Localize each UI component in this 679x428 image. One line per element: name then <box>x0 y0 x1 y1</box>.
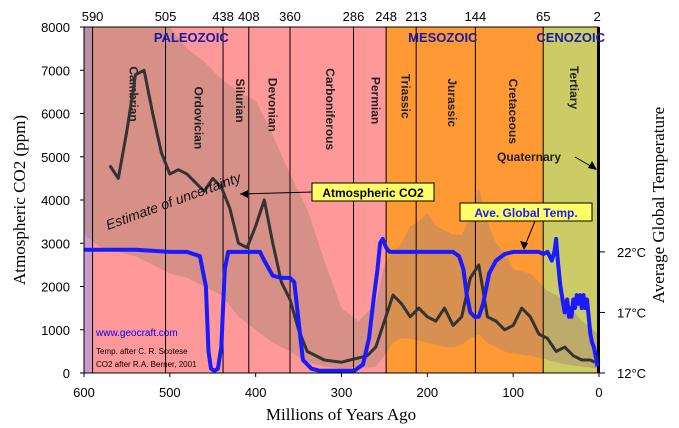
era-labels: PALEOZOIC MESOZOIC CENOZOIC <box>154 30 606 45</box>
x-tick-label-500: 500 <box>159 385 181 400</box>
y2-axis-label: Average Global Temperature <box>649 107 668 303</box>
x-tick-label-400: 400 <box>245 385 267 400</box>
period-label-ordovician: Ordovician <box>192 86 206 149</box>
y-tick-label-8000: 8000 <box>41 20 70 35</box>
credit-temp: Temp. after C. R. Scotese <box>96 347 188 356</box>
co2-callout-arrow <box>239 191 313 195</box>
temp-tick-label-0: 22°C <box>617 245 646 260</box>
temp-callout-box <box>459 202 593 222</box>
site-label: www.geocraft.com <box>95 328 178 339</box>
boundary-label-408: 408 <box>238 9 260 24</box>
boundary-label-65: 65 <box>536 9 550 24</box>
x-tick-label-100: 100 <box>502 385 524 400</box>
boundary-label-286: 286 <box>343 9 365 24</box>
co2-callout-label: Atmospheric CO2 <box>322 186 424 200</box>
y-tick-label-4000: 4000 <box>41 193 70 208</box>
boundary-label-590: 590 <box>82 9 104 24</box>
bg-precambrian <box>84 27 93 373</box>
period-label-devonian: Devonian <box>266 78 280 132</box>
boundary-label-360: 360 <box>279 9 301 24</box>
temp-line <box>84 236 600 373</box>
quaternary-label: Quaternary <box>497 150 561 164</box>
period-label-tertiary: Tertiary <box>567 66 581 109</box>
quaternary-arrowhead <box>588 161 597 170</box>
period-label-cretaceous: Cretaceous <box>506 79 520 145</box>
x-tick-label-600: 600 <box>73 385 95 400</box>
era-label-cenozoic: CENOZOIC <box>536 30 605 45</box>
period-label-triassic: Triassic <box>399 74 413 119</box>
boundary-label-438: 438 <box>212 9 234 24</box>
era-label-paleozoic: PALEOZOIC <box>154 30 229 45</box>
y-tick-label-5000: 5000 <box>41 150 70 165</box>
x-axis-label: Millions of Years Ago <box>266 405 416 424</box>
x-tick-label-200: 200 <box>416 385 438 400</box>
y-tick-label-0: 0 <box>63 366 70 381</box>
y-tick-label-7000: 7000 <box>41 63 70 78</box>
boundary-label-213: 213 <box>405 9 427 24</box>
period-label-jurassic: Jurassic <box>445 78 459 127</box>
temp-callout-label: Ave. Global Temp. <box>474 206 577 220</box>
period-label-silurian: Silurian <box>233 79 247 123</box>
y-tick-label-3000: 3000 <box>41 236 70 251</box>
period-label-carboniferous: Carboniferous <box>323 68 337 150</box>
co2-callout-arrowhead <box>240 190 248 198</box>
temp-tick-label-1: 17°C <box>617 305 646 320</box>
period-boundaries <box>92 27 600 373</box>
era-label-mesozoic: MESOZOIC <box>408 30 478 45</box>
credit-co2: CO2 after R.A. Berner, 2001 <box>96 360 197 369</box>
x-tick-label-0: 0 <box>595 385 602 400</box>
y-tick-label-6000: 6000 <box>41 107 70 122</box>
axes: 590 505 438 408 360 286 248 213 144 65 20100020003… <box>41 9 646 400</box>
y-tick-label-2000: 2000 <box>41 280 70 295</box>
boundary-label-505: 505 <box>155 9 177 24</box>
boundary-label-144: 144 <box>465 9 487 24</box>
boundary-label-248: 248 <box>375 9 397 24</box>
x-tick-label-300: 300 <box>331 385 353 400</box>
co2-callout-box <box>311 182 435 202</box>
y-tick-label-1000: 1000 <box>41 323 70 338</box>
period-label-permian: Permian <box>369 77 383 124</box>
temp-callout-arrowhead <box>520 241 528 250</box>
temp-tick-label-2: 12°C <box>617 366 646 381</box>
data-lines <box>84 68 600 373</box>
present-marker <box>597 27 600 373</box>
boundary-label-2: 2 <box>594 9 601 24</box>
y-axis-label: Atmospheric CO2 (ppm) <box>10 115 29 285</box>
